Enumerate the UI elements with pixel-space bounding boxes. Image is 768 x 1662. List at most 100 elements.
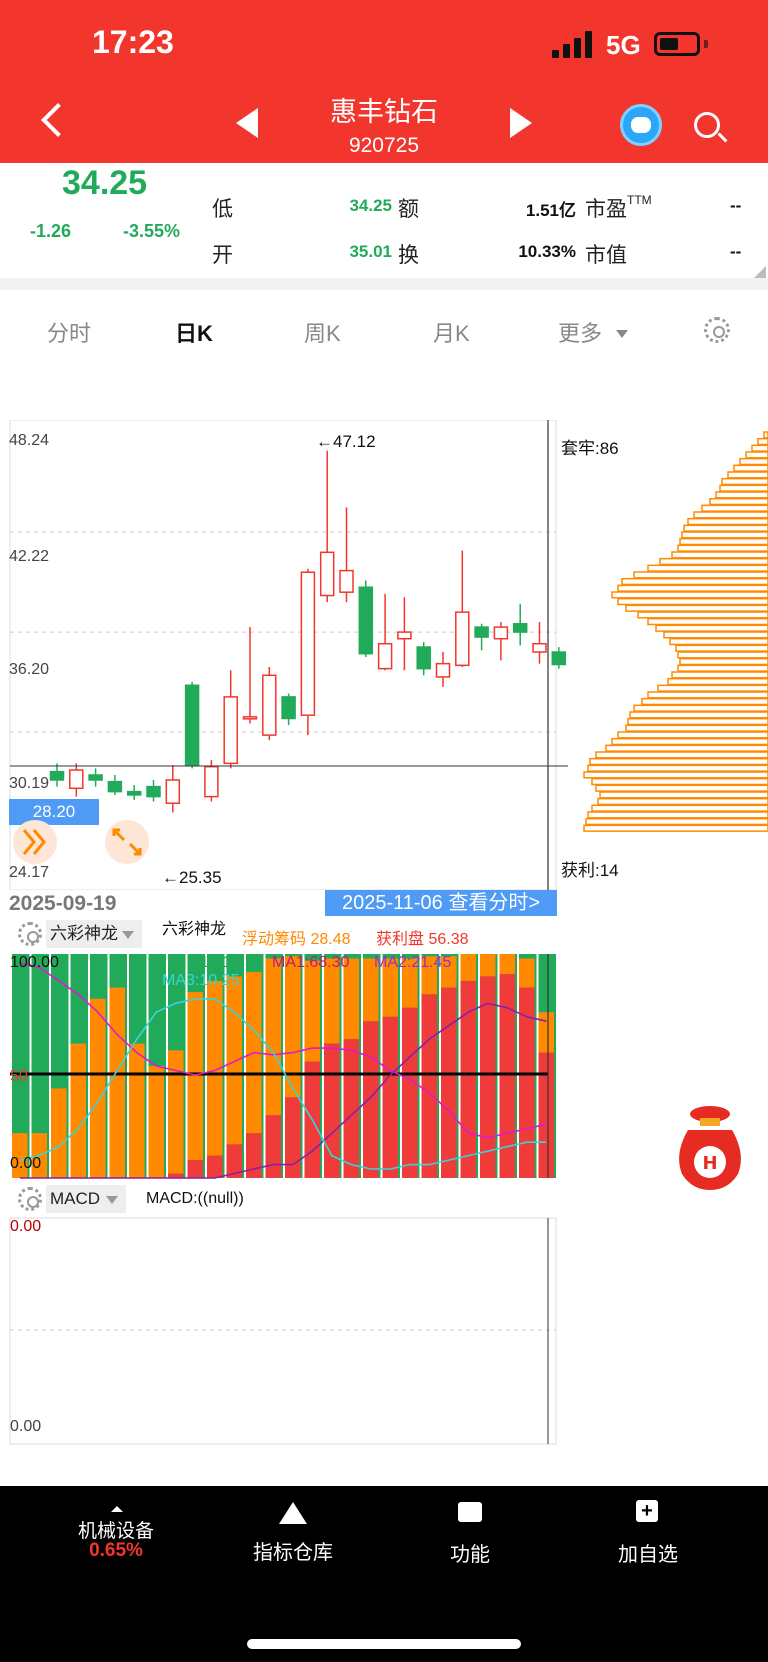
candlestick-chart[interactable] [0,420,768,890]
ind-sep-22 [439,954,441,1178]
bottom-bar: 机械设备 0.65% 指标仓库 功能 + 加自选 [0,1486,768,1662]
chip-bar-5 [733,464,768,472]
chip-bar-0 [763,431,768,439]
chip-bar-35 [677,664,768,672]
amount-value: 1.51亿 [525,201,576,220]
tab-monthly[interactable]: 月K [433,321,470,346]
gear-icon[interactable] [704,317,730,343]
stock-name: 惠丰钻石 [330,97,438,127]
chip-bar-40 [641,697,768,706]
ind-y-bottom: 0.00 [10,1155,42,1172]
ind-red-8 [168,1173,184,1178]
search-icon[interactable] [694,112,720,138]
chip-bar-3 [745,451,768,459]
sector-name: 机械设备 [77,1521,154,1542]
ind-sep-1 [29,954,32,1178]
chip-bar-8 [719,484,768,492]
chip-bar-22 [621,577,768,586]
ma2-legend: MA2:21.45 [374,954,452,971]
chip-bar-36 [671,671,768,679]
candle-body-3 [107,780,123,793]
ind-orange-22 [441,956,457,988]
candle-body-18 [397,631,412,640]
view-intraday-button[interactable]: 2025-11-06 查看分时> [325,890,557,916]
chip-bar-9 [715,491,768,499]
chip-bar-13 [687,517,768,526]
signal-icon [552,30,596,58]
ind-orange-26 [519,958,535,988]
candle-body-12 [281,696,296,720]
ind-sep-3 [68,954,71,1178]
ind-y-mid: 50 [10,1068,28,1085]
open-value: 35.01 [349,242,392,261]
candle-body-11 [262,674,277,736]
chip-bar-2 [751,444,768,452]
ind-orange-21 [421,956,437,995]
home-indicator[interactable] [247,1639,521,1649]
expand-corner-icon[interactable] [754,266,766,278]
ind-sep-21 [419,954,422,1178]
ind-orange-10 [207,980,223,1156]
candle-body-21 [455,611,470,667]
low-label: 低 [212,198,233,221]
chip-bar-47 [605,744,768,752]
top-bar: 17:23 5G 惠丰钻石 920725 [0,0,768,163]
tab-weekly[interactable]: 周K [304,321,341,346]
indicator-gear-icon[interactable] [18,922,42,946]
open-label: 开 [212,244,233,267]
ma1-line [19,962,547,1139]
ind-orange-27 [538,1012,554,1053]
candle-body-4 [126,790,142,796]
chip-bar-54 [599,791,768,799]
ind-sep-5 [107,954,110,1178]
pe-value: -- [730,196,742,215]
macd-chart[interactable] [0,1216,560,1446]
chevron-up-icon [111,1506,123,1512]
indicator-chart[interactable] [0,950,560,1182]
chip-bar-45 [617,731,768,739]
chip-bar-56 [591,804,768,812]
profit-legend: 获利盘 56.38 [376,931,469,948]
fast-forward-icon[interactable] [12,820,58,864]
money-bag-icon[interactable]: H [672,1104,748,1190]
chip-bar-21 [633,571,768,579]
chevron-down-icon [616,330,628,338]
chip-bar-24 [611,591,768,599]
current-price-box: 28.20 [9,799,99,825]
prev-stock-icon[interactable] [236,108,258,138]
ind-orange-8 [168,1050,184,1174]
robot-assistant-icon[interactable] [620,104,662,146]
macd-gear-icon[interactable] [18,1187,42,1211]
fullscreen-icon[interactable] [104,820,150,864]
divider [0,278,768,290]
ind-sep-7 [146,954,149,1178]
chip-bar-53 [595,784,768,792]
mktcap-label: 市值 [585,244,627,267]
macd-select[interactable]: MACD [46,1185,126,1213]
next-stock-icon[interactable] [510,108,532,138]
toolbox-icon [458,1502,482,1522]
chip-bar-7 [721,477,768,486]
ind-red-9 [187,1160,203,1178]
chip-bar-34 [679,657,768,666]
tab-more[interactable]: 更多 [558,321,603,346]
chip-bar-49 [589,757,768,766]
chip-bar-4 [739,457,768,466]
pe-label: 市盈TTM [585,193,652,221]
ind-red-21 [421,994,437,1178]
ind-orange-16 [324,958,340,1044]
chip-bar-41 [633,704,768,712]
float-chips-legend: 浮动筹码 28.48 [242,931,351,948]
high-marker: ←47.12 [316,432,376,451]
candle-body-14 [319,551,335,597]
ind-sep-12 [244,954,246,1178]
ind-red-27 [538,1052,554,1178]
ind-sep-24 [478,954,480,1178]
indicator-select[interactable]: 六彩神龙 [46,920,142,948]
tab-intraday[interactable]: 分时 [47,321,92,346]
tab-daily[interactable]: 日K [175,321,213,346]
ind-y-top: 100.00 [10,954,59,971]
ind-orange-23 [460,954,476,981]
ma1-legend: MA1:68.30 [272,954,350,971]
turnover-value: 10.33% [518,242,576,261]
